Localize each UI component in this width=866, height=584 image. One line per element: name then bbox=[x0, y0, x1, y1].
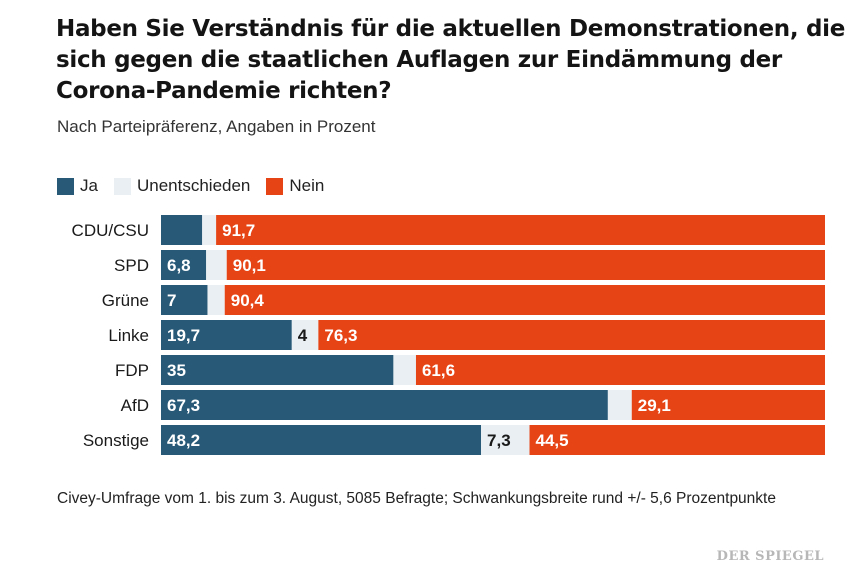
value-label-ja-fdp: 35 bbox=[167, 361, 186, 380]
bar-unentschieden-spd bbox=[206, 250, 227, 280]
value-label-ja-sonstige: 48,2 bbox=[167, 431, 200, 450]
chart-subtitle: Nach Parteipräferenz, Angaben in Prozent bbox=[57, 117, 376, 136]
value-label-ja-afd: 67,3 bbox=[167, 396, 200, 415]
bar-ja-afd bbox=[161, 390, 608, 420]
legend-item-nein: Nein bbox=[266, 176, 324, 196]
bar-nein-grüne bbox=[224, 285, 825, 315]
bar-ja-fdp bbox=[161, 355, 394, 385]
legend-label-ja: Ja bbox=[80, 176, 98, 195]
legend-swatch-unentschieden bbox=[113, 177, 131, 195]
value-label-unentschieden-linke: 4 bbox=[298, 326, 308, 345]
value-label-nein-afd: 29,1 bbox=[638, 396, 671, 415]
bar-unentschieden-grüne bbox=[207, 285, 225, 315]
value-label-nein-linke: 76,3 bbox=[324, 326, 357, 345]
legend: Ja Unentschieden Nein bbox=[57, 176, 340, 196]
value-label-unentschieden-sonstige: 7,3 bbox=[487, 431, 511, 450]
value-label-nein-fdp: 61,6 bbox=[422, 361, 455, 380]
category-label-linke: Linke bbox=[108, 326, 149, 345]
bar-unentschieden-afd bbox=[607, 390, 632, 420]
bar-nein-spd bbox=[226, 250, 826, 280]
value-label-nein-cdu-csu: 91,7 bbox=[222, 221, 255, 240]
bar-ja-sonstige bbox=[161, 425, 482, 455]
bar-unentschieden-fdp bbox=[393, 355, 416, 385]
bar-ja-linke bbox=[161, 320, 292, 350]
bar-unentschieden-cdu-csu bbox=[202, 215, 217, 245]
legend-swatch-ja bbox=[57, 177, 74, 195]
bar-ja-cdu-csu bbox=[161, 215, 203, 245]
legend-label-unentschieden: Unentschieden bbox=[136, 176, 251, 195]
legend-item-ja: Ja bbox=[57, 176, 98, 196]
value-label-nein-grüne: 90,4 bbox=[231, 291, 265, 310]
chart-title: Haben Sie Verständnis für die aktuellen … bbox=[56, 16, 846, 104]
value-label-nein-spd: 90,1 bbox=[233, 256, 266, 275]
category-label-spd: SPD bbox=[114, 256, 149, 275]
legend-item-unentschieden: Unentschieden bbox=[113, 176, 251, 196]
footnote: Civey-Umfrage vom 1. bis zum 3. August, … bbox=[57, 490, 776, 507]
brand-logo: DER SPIEGEL bbox=[716, 549, 824, 564]
value-label-ja-linke: 19,7 bbox=[167, 326, 200, 345]
category-label-fdp: FDP bbox=[115, 361, 149, 380]
legend-swatch-nein bbox=[266, 177, 284, 195]
category-label-grüne: Grüne bbox=[102, 291, 149, 310]
legend-label-nein: Nein bbox=[289, 176, 325, 195]
bar-nein-afd bbox=[631, 390, 825, 420]
value-label-ja-grüne: 7 bbox=[167, 291, 176, 310]
category-label-afd: AfD bbox=[121, 396, 149, 415]
bar-nein-cdu-csu bbox=[216, 215, 825, 245]
bar-ja-grüne bbox=[161, 285, 208, 315]
bar-unentschieden-sonstige bbox=[481, 425, 530, 455]
category-label-sonstige: Sonstige bbox=[83, 431, 149, 450]
value-label-ja-spd: 6,8 bbox=[167, 256, 191, 275]
stacked-bar-chart: CDU/CSU 91,7 SPD 6,8 90,1 Grüne 7 90,4 Linke 19,7… bbox=[72, 215, 826, 455]
value-label-nein-sonstige: 44,5 bbox=[536, 431, 569, 450]
bar-nein-linke bbox=[318, 320, 825, 350]
bar-unentschieden-linke bbox=[291, 320, 319, 350]
bar-nein-sonstige bbox=[529, 425, 825, 455]
bar-ja-spd bbox=[161, 250, 207, 280]
bar-nein-fdp bbox=[415, 355, 825, 385]
category-label-cdu-csu: CDU/CSU bbox=[72, 221, 149, 240]
